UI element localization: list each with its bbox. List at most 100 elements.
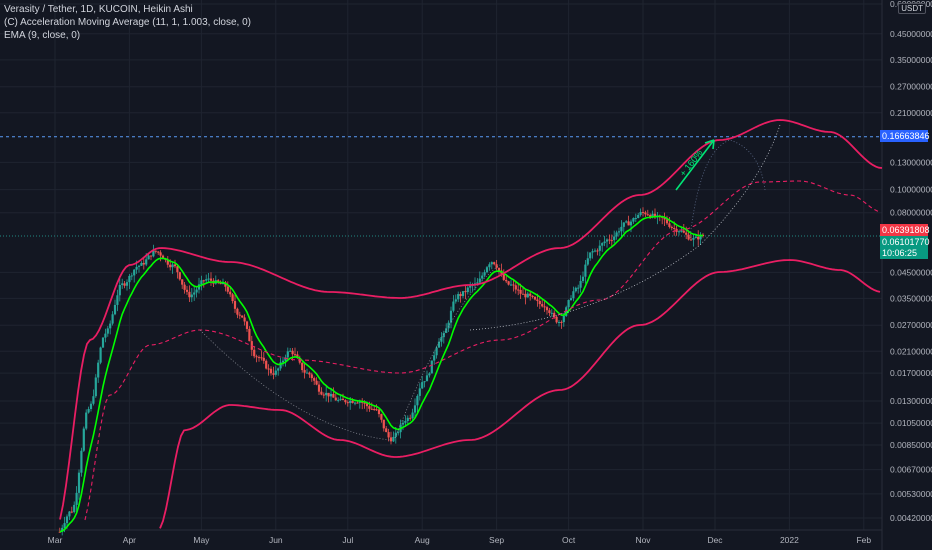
candle-body [488,264,491,268]
candle-body [291,350,294,355]
candle-body [233,301,237,309]
candle-body [615,232,618,237]
candle-body [231,294,234,302]
candle-body [284,357,287,361]
candle-body [365,403,369,407]
candle-body [301,362,304,371]
candle-body [262,357,265,361]
candle-body [565,307,568,316]
candle-body [435,347,438,356]
candle-body [337,399,340,401]
candle-body [106,328,109,334]
candle-body [255,356,258,358]
candle-body [567,300,570,308]
candle-body [133,269,136,276]
candle-body [339,398,342,400]
candle-body [548,310,551,313]
candle-body [493,262,496,265]
candle-body [442,332,445,338]
candle-body [109,323,112,329]
candle-body [464,291,467,293]
candle-body [121,283,124,285]
candle-body [404,420,407,423]
currency-badge[interactable]: USDT [898,3,926,14]
candle-body [531,295,534,297]
candle-body [253,349,256,357]
candle-body [101,337,105,348]
y-tick-label: 0.01300000 [890,396,932,406]
candle-body [425,375,429,382]
candle-body [370,408,373,410]
candle-body [401,422,405,425]
candle-body [481,275,484,279]
candle-body [653,213,657,218]
candle-body [459,294,462,297]
candle-body [277,368,280,371]
candle-body [70,511,73,513]
candle-body [526,293,529,298]
candle-body [406,417,409,421]
candle-body [533,296,537,300]
candle-body [557,321,561,323]
candle-body [58,531,61,533]
candle-body [267,368,270,370]
candle-body [586,258,589,265]
candle-body [668,223,671,227]
middle-band [84,180,881,521]
candle-body [111,314,114,324]
candle-body [313,378,316,381]
candle-body [430,360,433,374]
candle-body [169,264,172,268]
candle-body [428,373,431,376]
candle-body [154,250,157,252]
candle-body [692,238,695,240]
candle-body [440,337,443,342]
y-tick-label: 0.02700000 [890,320,932,330]
candle-body [94,377,97,397]
y-tick-label: 0.10000000 [890,185,932,195]
indicator-ema[interactable]: EMA (9, close, 0) [4,30,81,41]
candle-body [433,355,436,361]
y-tick-label: 0.00420000 [890,513,932,523]
x-tick-label: Apr [123,535,136,545]
candle-body [159,252,162,256]
candle-body [65,516,69,524]
candle-body [205,279,208,281]
x-tick-label: Feb [856,535,871,545]
candle-body [495,264,498,268]
candle-body [543,306,546,308]
x-tick-label: Jun [269,535,283,545]
candle-body [77,472,81,493]
candle-body [550,312,553,314]
candle-body [99,347,102,363]
x-tick-label: May [193,535,210,545]
candle-body [423,381,426,383]
projection-arc-4 [689,139,766,239]
candle-body [673,227,676,229]
candle-body [449,310,453,323]
candle-body [89,403,93,410]
candle-body [140,262,143,266]
candle-body [327,392,330,397]
countdown-label: 10:06:25 [880,247,928,259]
symbol-title[interactable]: Verasity / Tether, 1D, KUCOIN, Heikin As… [4,4,193,15]
candle-body [572,291,575,299]
candle-body [394,432,397,437]
candle-body [601,243,604,246]
candle-body [437,341,441,348]
candle-body [104,333,107,338]
candle-body [521,293,525,295]
projection-arc-3 [469,124,781,331]
candle-body [173,264,177,267]
candle-body [332,393,335,398]
candle-body [113,304,117,315]
ema-price-label: 0.06101770 [880,236,930,248]
candle-body [397,432,400,434]
candle-body [447,322,450,329]
candle-body [689,239,693,241]
indicator-acceleration-ma[interactable]: (C) Acceleration Moving Average (11, 1, … [4,17,251,28]
candle-body [634,218,637,220]
candle-body [289,350,292,352]
candle-body [229,291,232,295]
